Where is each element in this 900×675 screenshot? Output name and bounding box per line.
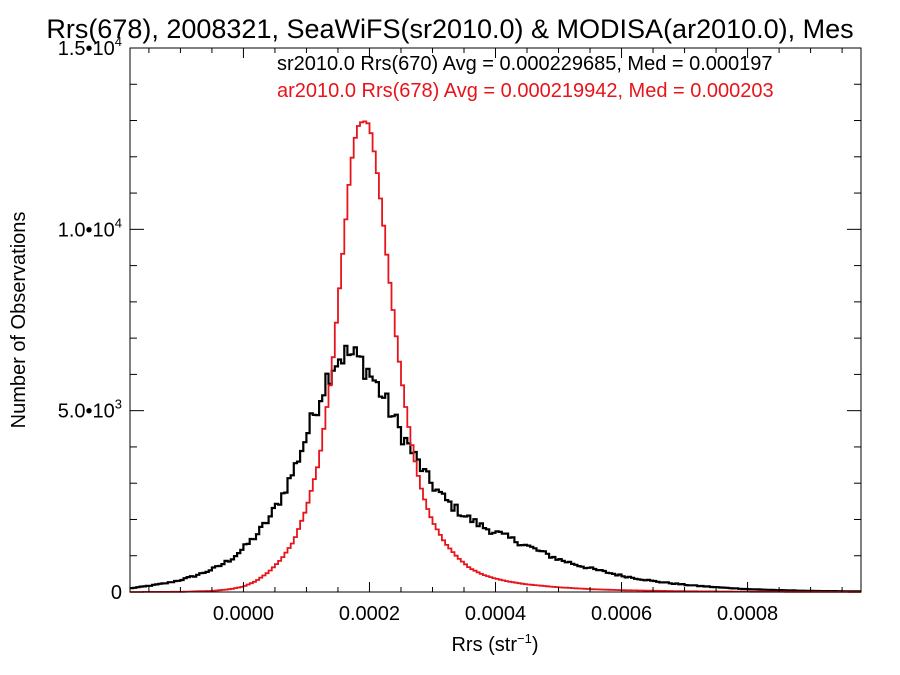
x-axis-label: Rrs (str−1)	[451, 631, 538, 656]
series-sr2010-histogram	[130, 344, 861, 593]
y-axis-label: Number of Observations	[8, 212, 30, 429]
chart-title: Rrs(678), 2008321, SeaWiFS(sr2010.0) & M…	[46, 14, 853, 44]
y-tick-label: 0	[111, 582, 122, 604]
x-axis-label-main: Rrs (str	[451, 634, 517, 656]
x-tick-label: 0.0006	[591, 603, 652, 625]
stats-line-ar2010: ar2010.0 Rrs(678) Avg = 0.000219942, Med…	[277, 80, 774, 102]
series-ar2010-histogram	[130, 120, 861, 593]
x-axis-label-close: )	[532, 634, 539, 656]
x-tick-label: 0.0000	[213, 603, 274, 625]
x-axis-label-exponent: −1	[517, 631, 532, 646]
stats-line-sr2010: sr2010.0 Rrs(670) Avg = 0.000229685, Med…	[277, 53, 773, 75]
tick-layer: 0.0000 0.0002 0.0004 0.0006 0.0008 0 5.0•103 1.…	[58, 34, 861, 625]
y-tick-label: 5.0•103	[58, 397, 122, 423]
y-tick-label: 1.5•104	[58, 34, 122, 60]
series-layer	[130, 120, 861, 593]
x-tick-label: 0.0002	[339, 603, 400, 625]
y-tick-label: 1.0•104	[58, 215, 122, 241]
plot-frame	[129, 47, 862, 593]
x-tick-label: 0.0008	[717, 603, 778, 625]
x-tick-label: 0.0004	[465, 603, 526, 625]
